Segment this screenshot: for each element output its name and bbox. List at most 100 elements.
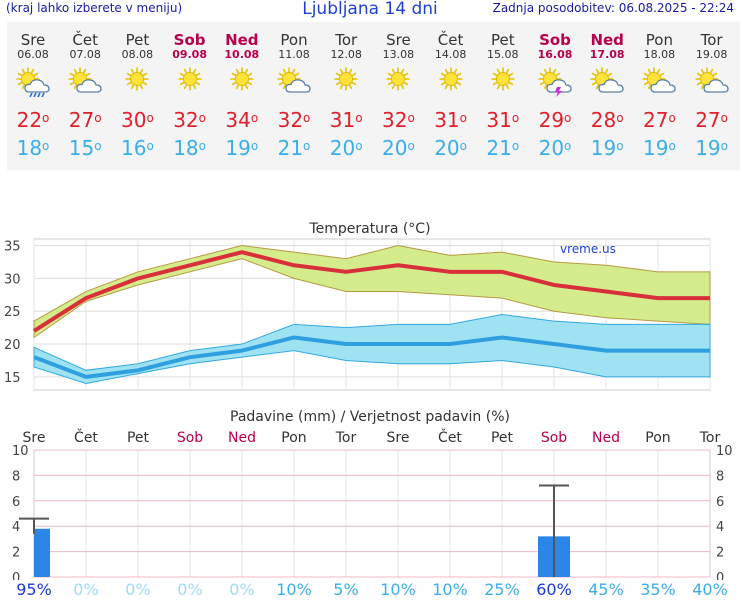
day-date: 13.08	[382, 48, 415, 61]
day-date: 12.08	[330, 48, 362, 61]
max-temperature-value: 31	[329, 108, 356, 132]
weather-icon-slot	[477, 65, 529, 97]
degree-symbol: o	[146, 111, 154, 125]
sun-icon	[230, 67, 254, 91]
max-temperature-value: 27	[642, 108, 669, 132]
min-temperature: 19o	[216, 137, 268, 159]
day-column: Sob 16.08 29o 20o	[529, 22, 581, 159]
min-temperature-value: 18	[16, 136, 43, 160]
max-temperature-value: 32	[173, 108, 199, 132]
day-axis-label: Pet	[127, 430, 150, 446]
day-name: Tor	[700, 31, 723, 49]
day-axis-label: Tor	[335, 430, 357, 446]
degree-symbol: o	[511, 111, 520, 125]
precipitation-probability: 40%	[692, 580, 728, 599]
degree-symbol: o	[355, 111, 363, 125]
weather-icon-slot	[320, 65, 372, 97]
min-temperature: 19o	[686, 137, 738, 159]
precipitation-probability: 0%	[177, 580, 203, 599]
day-name: Ned	[225, 31, 259, 49]
day-date: 10.08	[224, 48, 260, 61]
min-temperature-value: 20	[381, 136, 408, 160]
precipitation-probability: 0%	[73, 580, 99, 599]
day-date: 17.08	[589, 48, 625, 61]
degree-symbol: o	[355, 139, 363, 153]
y-tick-label-right: 6	[716, 495, 724, 510]
day-column: Tor 19.08 27o 19o	[686, 22, 738, 159]
day-axis-label: Sre	[387, 430, 410, 446]
day-column: Sre 13.08 32o 20o	[372, 22, 424, 159]
min-temperature: 20o	[372, 137, 424, 159]
degree-symbol: o	[668, 111, 676, 125]
precipitation-chart: Padavine (mm) / Verjetnost padavin (%) Sr…	[12, 409, 733, 580]
day-name: Pon	[280, 31, 308, 49]
y-tick-label: 35	[4, 240, 21, 255]
day-date: 19.08	[695, 48, 728, 61]
day-name: Sob	[173, 31, 206, 49]
min-temperature-value: 16	[120, 136, 147, 160]
day-column: Pon 11.08 32o 21o	[268, 22, 320, 159]
sun-cloud-icon	[277, 67, 311, 93]
min-temperature-value: 19	[590, 136, 617, 160]
degree-symbol: o	[42, 139, 50, 153]
y-tick-label-right: 10	[716, 444, 733, 459]
day-name: Pet	[490, 31, 515, 49]
region-hint[interactable]: (kraj lahko izberete v meniju)	[6, 1, 183, 15]
day-name: Pet	[125, 31, 150, 49]
sun-cloud-icon	[590, 67, 624, 93]
day-axis-label: Ned	[592, 430, 620, 446]
min-temperature: 15o	[59, 137, 111, 159]
min-temperature: 20o	[529, 137, 581, 159]
degree-symbol: o	[198, 111, 206, 125]
day-date: 07.08	[69, 48, 101, 61]
min-temperature: 19o	[633, 137, 685, 159]
precipitation-probability: 10%	[276, 580, 312, 599]
max-temperature: 31o	[320, 109, 372, 131]
max-temperature-value: 28	[590, 108, 617, 132]
max-temperature: 22o	[7, 109, 59, 131]
day-column: Ned 10.08 34o 19o	[216, 22, 268, 159]
y-tick-label-right: 8	[716, 469, 724, 484]
max-temperature-value: 22	[16, 108, 43, 132]
day-date: 09.08	[172, 48, 207, 61]
sun-icon	[178, 67, 202, 91]
max-temperature: 27o	[633, 109, 685, 131]
min-temperature-value: 20	[329, 136, 356, 160]
degree-symbol: o	[459, 111, 467, 125]
sun-cloud-icon	[695, 67, 729, 93]
y-tick-label-left: 8	[12, 469, 20, 484]
sun-cloud-rain-icon	[16, 67, 50, 98]
y-tick-label-left: 10	[12, 444, 29, 459]
max-temperature-value: 31	[486, 108, 512, 132]
day-name: Tor	[335, 31, 358, 49]
day-axis-label: Pet	[491, 430, 514, 446]
day-column: Pon 18.08 27o 19o	[633, 22, 685, 159]
degree-symbol: o	[720, 111, 728, 125]
max-temperature-value: 31	[434, 108, 460, 132]
min-temperature-value: 20	[538, 136, 565, 160]
degree-symbol: o	[146, 139, 154, 153]
day-column: Sre 06.08 22o 18o	[7, 22, 59, 159]
plot-area	[33, 449, 711, 578]
sun-cloud-icon	[68, 67, 102, 93]
degree-symbol: o	[198, 139, 206, 153]
max-temperature: 31o	[477, 109, 529, 131]
max-temperature: 34o	[216, 109, 268, 131]
sun-cloud-storm-icon	[538, 67, 572, 97]
degree-symbol: o	[94, 111, 102, 125]
min-temperature-value: 21	[486, 136, 512, 160]
weather-icon-slot	[59, 65, 111, 97]
max-temperature: 32o	[372, 109, 424, 131]
temperature-chart-title: Temperatura (°C)	[308, 221, 430, 237]
day-column: Ned 17.08 28o 19o	[581, 22, 633, 159]
day-axis-label: Ned	[228, 430, 256, 446]
max-temperature: 29o	[529, 109, 581, 131]
day-axis-label: Pon	[281, 430, 306, 446]
degree-symbol: o	[616, 139, 624, 153]
y-tick-label-left: 4	[12, 520, 20, 535]
min-temperature-value: 18	[173, 136, 199, 160]
precipitation-probability: 10%	[432, 580, 468, 599]
day-name: Pon	[645, 31, 673, 49]
weather-icon-slot	[268, 65, 320, 97]
max-temperature-value: 30	[120, 108, 147, 132]
